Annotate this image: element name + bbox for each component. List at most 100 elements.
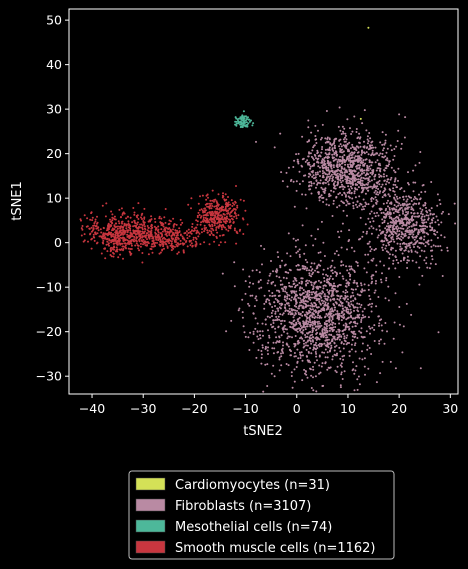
scatter-point (436, 204, 439, 207)
scatter-point (297, 339, 300, 342)
scatter-point (393, 204, 396, 207)
scatter-point (311, 316, 314, 319)
scatter-point (304, 336, 307, 339)
scatter-point (410, 211, 413, 214)
scatter-point (425, 256, 428, 259)
scatter-point (353, 309, 355, 312)
scatter-point (149, 247, 152, 250)
scatter-point (290, 371, 293, 374)
scatter-point (158, 217, 161, 220)
scatter-point (317, 129, 319, 132)
scatter-point (233, 207, 235, 210)
scatter-point (304, 299, 307, 302)
scatter-point (128, 226, 131, 229)
scatter-point (412, 198, 415, 201)
scatter-point (423, 231, 426, 234)
scatter-point (379, 141, 382, 144)
scatter-point (114, 233, 117, 236)
scatter-point (322, 201, 325, 203)
scatter-point (279, 313, 282, 316)
scatter-point (402, 198, 405, 201)
scatter-point (354, 297, 357, 300)
scatter-point (349, 185, 352, 188)
scatter-point (309, 304, 312, 307)
scatter-point (90, 247, 93, 250)
scatter-point (132, 207, 135, 209)
scatter-point (405, 222, 408, 225)
scatter-point (173, 234, 176, 237)
scatter-point (352, 321, 355, 324)
scatter-point (114, 222, 117, 225)
scatter-point (339, 301, 342, 304)
scatter-point (331, 328, 333, 331)
scatter-point (412, 169, 415, 172)
scatter-point (309, 325, 312, 328)
scatter-point (409, 242, 411, 245)
scatter-point (329, 310, 331, 313)
scatter-point (243, 121, 246, 124)
scatter-point (316, 306, 319, 309)
scatter-point (353, 389, 356, 392)
scatter-point (348, 350, 351, 353)
scatter-point (326, 136, 329, 139)
scatter-point (361, 235, 364, 238)
scatter-point (406, 267, 409, 269)
scatter-point (280, 364, 283, 367)
scatter-point (143, 225, 146, 228)
scatter-point (356, 264, 359, 267)
scatter-point (386, 330, 388, 333)
scatter-point (370, 305, 373, 308)
scatter-point (326, 314, 329, 317)
scatter-point (385, 250, 388, 253)
scatter-point (344, 326, 347, 329)
scatter-point (342, 324, 345, 327)
y-tick-label: 0 (54, 235, 62, 250)
scatter-point (284, 310, 287, 313)
scatter-point (327, 153, 330, 156)
scatter-point (275, 315, 278, 318)
scatter-point (413, 196, 416, 198)
scatter-point (182, 237, 185, 240)
scatter-point (308, 321, 310, 323)
scatter-point (118, 208, 121, 211)
scatter-point (425, 214, 428, 217)
scatter-point (338, 106, 341, 109)
scatter-point (291, 309, 294, 312)
scatter-point (324, 316, 326, 319)
scatter-point (166, 238, 169, 241)
scatter-point (237, 121, 240, 123)
scatter-point (403, 234, 406, 237)
scatter-point (132, 225, 135, 228)
scatter-point (375, 270, 377, 273)
scatter-point (397, 261, 400, 264)
scatter-point (129, 231, 132, 234)
scatter-point (407, 171, 409, 174)
scatter-point (381, 272, 383, 275)
scatter-point (356, 151, 359, 154)
scatter-point (351, 197, 354, 200)
y-tick-label: −20 (36, 324, 62, 339)
scatter-point (343, 298, 346, 301)
scatter-point (274, 294, 277, 297)
scatter-point (399, 219, 402, 222)
scatter-point (370, 164, 373, 167)
scatter-point (327, 166, 330, 169)
scatter-point (340, 319, 343, 322)
scatter-point (398, 222, 401, 225)
scatter-point (242, 119, 244, 122)
scatter-point (378, 319, 381, 322)
scatter-point (345, 279, 348, 282)
scatter-point (366, 230, 368, 233)
scatter-point (349, 308, 352, 311)
scatter-point (92, 227, 95, 230)
scatter-point (306, 159, 309, 162)
scatter-point (356, 306, 359, 309)
scatter-point (206, 231, 209, 234)
scatter-point (198, 209, 201, 212)
scatter-point (292, 290, 295, 293)
scatter-point (186, 245, 189, 248)
scatter-point (213, 214, 216, 217)
scatter-point (404, 216, 407, 219)
scatter-point (126, 233, 129, 236)
x-axis-title: tSNE2 (243, 424, 283, 439)
